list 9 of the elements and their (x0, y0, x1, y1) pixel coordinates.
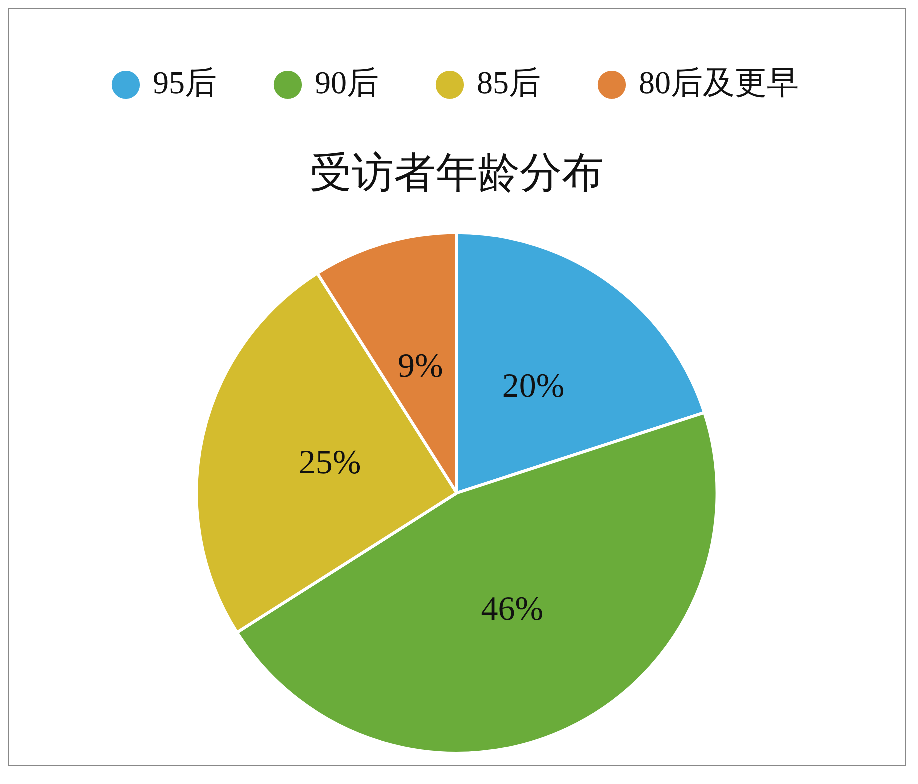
data-label: 46% (481, 590, 544, 628)
legend-label: 80后及更早 (639, 64, 799, 100)
legend-label: 95后 (153, 64, 217, 100)
data-label: 20% (502, 368, 565, 405)
legend-label: 90后 (315, 64, 379, 100)
text: 受访者年龄分布 (310, 151, 604, 198)
legend-label: 85后 (477, 64, 541, 100)
data-label: 9% (398, 348, 444, 386)
data-label: 25% (298, 444, 362, 482)
